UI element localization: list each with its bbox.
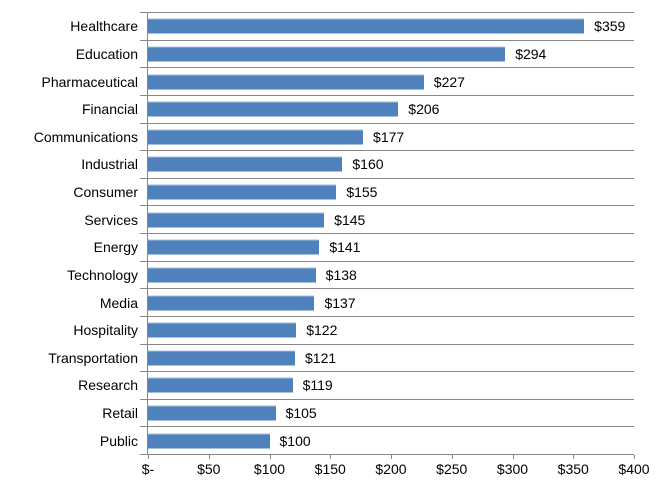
x-axis-tick: [148, 455, 149, 459]
category-label: Retail: [102, 405, 138, 422]
category-label: Pharmaceutical: [41, 73, 139, 90]
bar: [148, 156, 343, 172]
category-label: Energy: [93, 239, 138, 256]
category-label: Research: [78, 377, 138, 394]
value-label: $138: [325, 266, 357, 283]
value-label: $119: [302, 377, 333, 394]
category-row: Education $294: [76, 39, 634, 68]
x-axis-tick: [391, 455, 392, 459]
bar: [148, 46, 506, 62]
value-label: $227: [433, 73, 465, 90]
x-axis-tick: [512, 455, 514, 459]
value-label: $100: [279, 432, 311, 449]
plot-area: Healthcare $359 Education $294 Pharmaceutica…: [34, 12, 650, 477]
category-row: Technology $138: [67, 260, 634, 289]
bar: [148, 267, 316, 283]
category-row: Energy $141: [94, 233, 634, 261]
bar: [148, 184, 337, 200]
value-label: $105: [285, 405, 317, 422]
bar: [148, 74, 424, 90]
category-row: Healthcare $359: [70, 12, 634, 40]
category-row: Research $119: [78, 371, 634, 399]
x-axis-tick: [208, 455, 210, 459]
category-row: Public $100: [100, 426, 634, 454]
category-row: Communications $177: [34, 122, 634, 151]
value-label: $141: [329, 239, 361, 256]
bar: [148, 405, 276, 421]
bar: [148, 239, 320, 255]
x-axis-label: $250: [436, 461, 468, 477]
x-axis-label: $300: [496, 461, 529, 477]
category-label: Transportation: [48, 349, 138, 366]
bar: [148, 350, 295, 366]
category-row: Pharmaceutical $227: [42, 67, 634, 95]
value-label: $121: [305, 349, 337, 366]
value-label: $122: [306, 322, 338, 339]
bar: [148, 377, 293, 393]
category-label: Services: [84, 211, 138, 228]
category-row: Retail $105: [102, 398, 634, 427]
category-row: Media $137: [100, 288, 634, 316]
category-label: Hospitality: [73, 322, 138, 339]
x-axis-tick: [451, 455, 453, 459]
category-label: Technology: [67, 266, 138, 283]
category-row: Industrial $160: [81, 150, 634, 178]
x-axis-label: $-: [141, 461, 155, 477]
x-axis-label: $150: [314, 461, 346, 477]
x-axis-tick: [269, 455, 271, 459]
bar: [148, 101, 399, 117]
category-label: Consumer: [73, 184, 138, 201]
x-axis-label: $50: [197, 461, 221, 477]
category-row: Services $145: [84, 205, 634, 233]
x-axis-tick: [634, 455, 635, 459]
category-label: Education: [75, 45, 138, 62]
value-label: $359: [594, 18, 626, 35]
category-label: Media: [99, 294, 138, 311]
category-row: Hospitality $122: [73, 315, 634, 344]
value-label: $145: [334, 211, 366, 228]
x-axis-label: $350: [557, 461, 589, 477]
x-axis-label: $400: [618, 461, 650, 477]
category-label: Financial: [81, 101, 138, 118]
x-axis-label: $200: [375, 461, 407, 477]
value-label: $160: [352, 156, 384, 173]
category-label: Industrial: [81, 156, 138, 173]
bar: [148, 295, 315, 311]
bar: [148, 322, 297, 338]
value-label: $294: [515, 45, 547, 62]
bar: [148, 129, 364, 145]
category-row: Financial $206: [82, 94, 634, 123]
value-label: $155: [346, 184, 378, 201]
value-label: $137: [324, 294, 356, 311]
x-axis-label: $100: [253, 461, 286, 477]
x-axis-tick: [330, 455, 332, 459]
category-label: Public: [99, 432, 138, 449]
bar: [148, 18, 585, 34]
bar: [148, 433, 270, 449]
x-axis-tick: [573, 455, 575, 459]
value-label: $206: [408, 101, 440, 118]
value-label: $177: [373, 128, 405, 145]
category-row: Consumer $155: [73, 177, 634, 206]
category-row: Transportation $121: [48, 343, 634, 372]
category-label: Healthcare: [70, 18, 138, 35]
bar: [148, 212, 325, 228]
category-label: Communications: [33, 128, 138, 145]
